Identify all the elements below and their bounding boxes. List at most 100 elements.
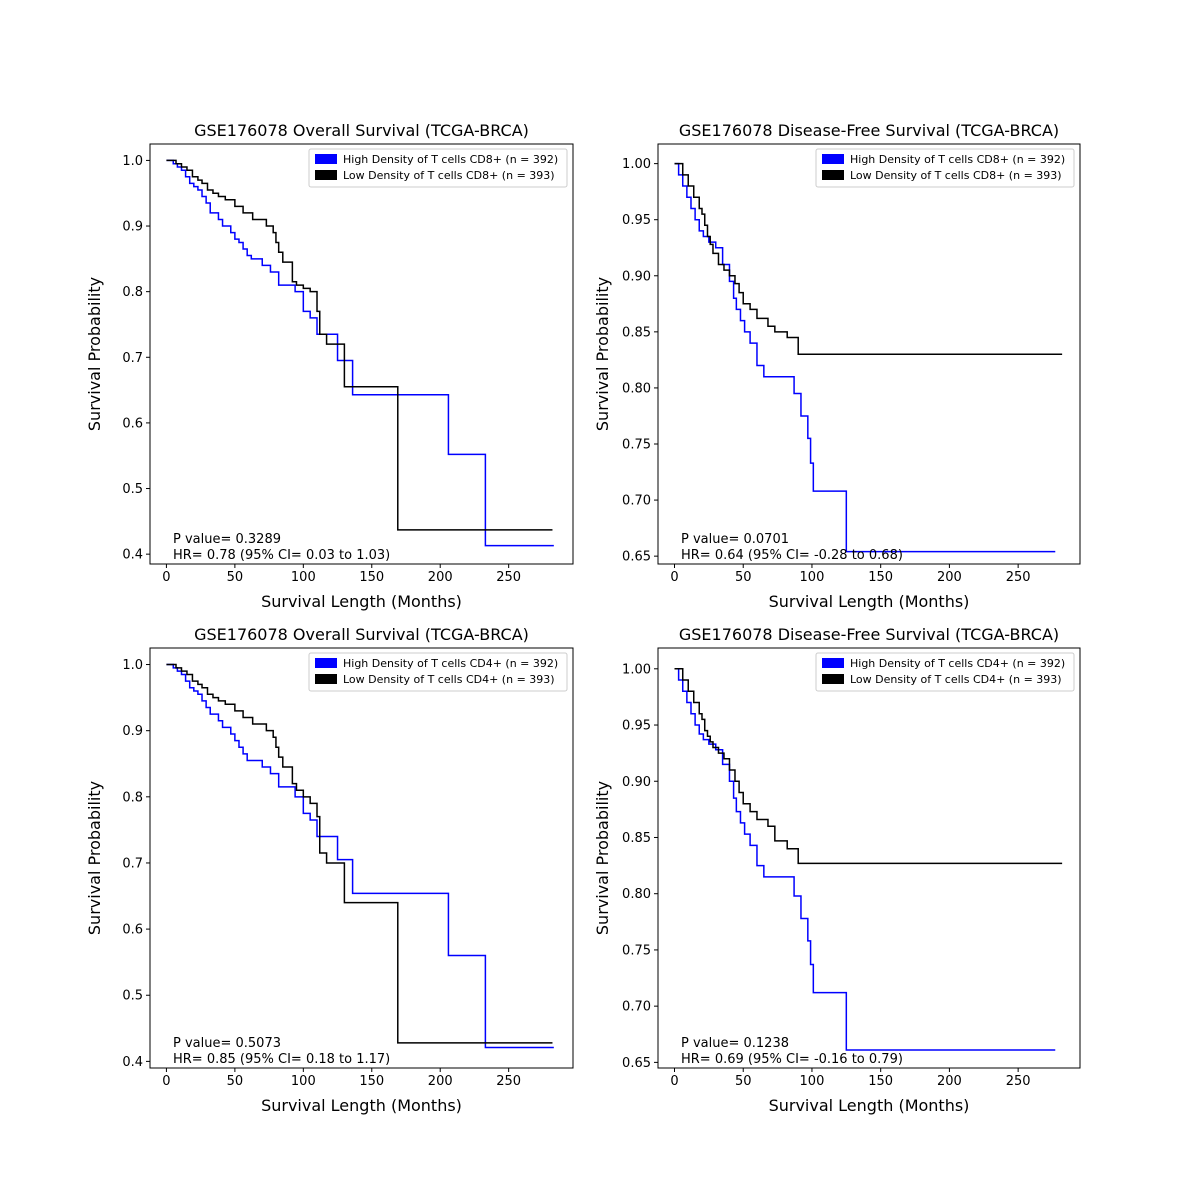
y-axis-label: Survival Probability xyxy=(593,277,612,431)
y-tick-label: 0.95 xyxy=(622,213,651,228)
chart-title: GSE176078 Overall Survival (TCGA-BRCA) xyxy=(194,121,529,140)
chart-title: GSE176078 Disease-Free Survival (TCGA-BR… xyxy=(679,121,1059,140)
x-axis-label: Survival Length (Months) xyxy=(769,592,970,611)
legend-swatch xyxy=(315,170,337,180)
series-line-low xyxy=(674,668,1063,865)
chart-panel-3: 0 50 100 150 200 250 0.4 0.5 0.6 0.7 0.8 0.9 1.0 GSE1… xyxy=(85,625,574,1115)
legend-label: High Density of T cells CD4+ (n = 392) xyxy=(343,657,558,670)
y-tick-label: 0.4 xyxy=(122,548,143,563)
y-tick-label: 0.70 xyxy=(622,494,651,509)
legend-swatch xyxy=(822,154,844,164)
y-tick-label: 0.75 xyxy=(622,943,651,958)
y-tick-label: 0.65 xyxy=(622,550,651,565)
x-tick-label: 0 xyxy=(162,570,170,585)
y-tick-label: 0.90 xyxy=(622,269,651,284)
legend-box xyxy=(308,652,568,692)
legend-label: High Density of T cells CD8+ (n = 392) xyxy=(343,153,558,166)
legend-label: High Density of T cells CD4+ (n = 392) xyxy=(850,657,1065,670)
x-tick-label: 50 xyxy=(227,570,244,585)
chart-panel-4: 0 50 100 150 200 250 0.65 0.70 0.75 0.80 0.85 0.90 0… xyxy=(593,625,1081,1115)
x-tick-label: 250 xyxy=(496,1074,521,1089)
plot-frame xyxy=(657,143,1081,565)
legend-label: Low Density of T cells CD4+ (n = 393) xyxy=(343,673,555,686)
x-tick-label: 50 xyxy=(735,570,752,585)
x-tick-label: 150 xyxy=(359,570,384,585)
y-tick-label: 0.8 xyxy=(122,790,143,805)
y-tick-label: 0.95 xyxy=(622,719,651,734)
x-tick-label: 150 xyxy=(868,1074,893,1089)
legend-swatch xyxy=(315,658,337,668)
legend-label: High Density of T cells CD8+ (n = 392) xyxy=(850,153,1065,166)
y-tick-label: 0.4 xyxy=(122,1055,143,1070)
x-axis-label: Survival Length (Months) xyxy=(769,1096,970,1115)
legend-swatch xyxy=(315,154,337,164)
y-tick-label: 0.7 xyxy=(122,351,143,366)
x-tick-label: 100 xyxy=(291,1074,316,1089)
legend-label: Low Density of T cells CD8+ (n = 393) xyxy=(850,169,1062,182)
legend-label: Low Density of T cells CD8+ (n = 393) xyxy=(343,169,555,182)
p-value-annotation: P value= 0.3289 xyxy=(173,532,281,547)
hazard-ratio-annotation: HR= 0.64 (95% CI= -0.28 to 0.68) xyxy=(681,548,903,563)
plot-frame xyxy=(657,647,1081,1069)
legend-label: Low Density of T cells CD4+ (n = 393) xyxy=(850,673,1062,686)
chart-panel-2: 0 50 100 150 200 250 0.65 0.70 0.75 0.80 0.85 0.90 0… xyxy=(593,121,1081,611)
legend: High Density of T cells CD4+ (n = 392) Lo… xyxy=(815,652,1075,692)
y-tick-label: 1.00 xyxy=(622,662,651,677)
legend-swatch xyxy=(315,674,337,684)
x-tick-label: 150 xyxy=(868,570,893,585)
hazard-ratio-annotation: HR= 0.78 (95% CI= 0.03 to 1.03) xyxy=(173,548,390,563)
p-value-annotation: P value= 0.1238 xyxy=(681,1036,789,1051)
x-tick-label: 100 xyxy=(800,570,825,585)
y-tick-label: 0.85 xyxy=(622,831,651,846)
chart-panel-1: 0 50 100 150 200 250 0.4 0.5 0.6 0.7 0.8 0.9 1.0 GSE1… xyxy=(85,121,574,611)
x-tick-label: 200 xyxy=(428,1074,453,1089)
y-tick-label: 0.65 xyxy=(622,1056,651,1071)
series-line-high xyxy=(674,162,1056,553)
p-value-annotation: P value= 0.0701 xyxy=(681,532,789,547)
y-tick-label: 0.6 xyxy=(122,923,143,938)
series-line-low xyxy=(674,162,1063,356)
y-tick-label: 0.5 xyxy=(122,989,143,1004)
legend-box xyxy=(815,652,1075,692)
series-line-high xyxy=(166,159,554,547)
legend: High Density of T cells CD4+ (n = 392) Lo… xyxy=(308,652,568,692)
y-tick-label: 1.0 xyxy=(122,154,143,169)
series-line-low xyxy=(166,663,553,1044)
x-tick-label: 0 xyxy=(670,1074,678,1089)
x-axis-label: Survival Length (Months) xyxy=(261,1096,462,1115)
x-tick-label: 100 xyxy=(800,1074,825,1089)
y-tick-label: 0.80 xyxy=(622,381,651,396)
x-tick-label: 50 xyxy=(227,1074,244,1089)
x-tick-label: 0 xyxy=(670,570,678,585)
y-tick-label: 1.0 xyxy=(122,658,143,673)
x-tick-label: 250 xyxy=(1006,1074,1031,1089)
chart-title: GSE176078 Overall Survival (TCGA-BRCA) xyxy=(194,625,529,644)
legend-box xyxy=(815,148,1075,188)
x-tick-label: 250 xyxy=(496,570,521,585)
x-axis-label: Survival Length (Months) xyxy=(261,592,462,611)
x-tick-label: 250 xyxy=(1006,570,1031,585)
y-tick-label: 0.9 xyxy=(122,220,143,235)
y-tick-label: 0.90 xyxy=(622,775,651,790)
legend-swatch xyxy=(822,658,844,668)
series-line-high xyxy=(166,663,554,1049)
x-tick-label: 200 xyxy=(937,570,962,585)
y-tick-label: 0.5 xyxy=(122,482,143,497)
y-tick-label: 0.7 xyxy=(122,856,143,871)
y-axis-label: Survival Probability xyxy=(85,277,104,431)
y-tick-label: 0.75 xyxy=(622,438,651,453)
x-tick-label: 200 xyxy=(937,1074,962,1089)
y-tick-label: 0.85 xyxy=(622,325,651,340)
y-tick-label: 0.6 xyxy=(122,416,143,431)
x-tick-label: 100 xyxy=(291,570,316,585)
p-value-annotation: P value= 0.5073 xyxy=(173,1036,281,1051)
y-axis-label: Survival Probability xyxy=(85,781,104,935)
y-tick-label: 1.00 xyxy=(622,157,651,172)
x-tick-label: 200 xyxy=(428,570,453,585)
x-tick-label: 50 xyxy=(735,1074,752,1089)
y-tick-label: 0.70 xyxy=(622,1000,651,1015)
series-line-high xyxy=(674,668,1056,1051)
hazard-ratio-annotation: HR= 0.85 (95% CI= 0.18 to 1.17) xyxy=(173,1052,390,1067)
plot-frame xyxy=(149,647,574,1069)
